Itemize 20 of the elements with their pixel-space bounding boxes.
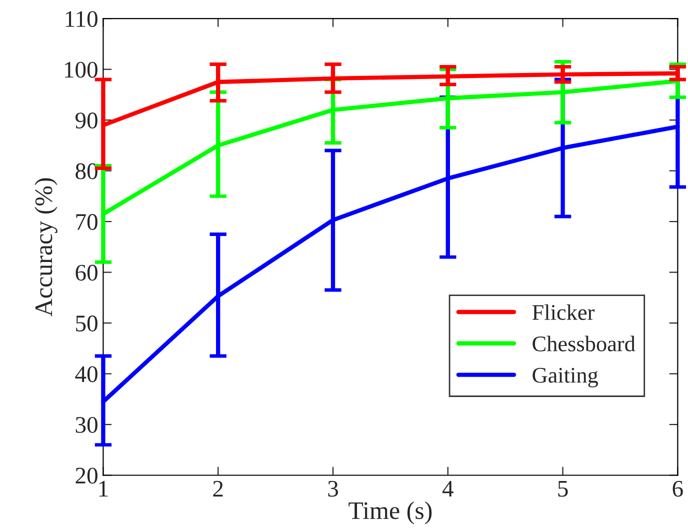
x-tick-label: 6 [672,480,683,497]
legend-label: Gaiting [532,368,598,388]
y-axis-title: Accuracy (%) [34,178,58,316]
x-axis-title: Time (s) [348,502,432,524]
y-tick-label: 40 [75,366,98,382]
y-tick-label: 110 [66,11,98,28]
y-tick-label: 50 [76,316,98,332]
y-tick-label: 100 [65,62,98,78]
y-tick-label: 30 [76,416,98,433]
legend-label: Flicker [532,304,595,320]
y-tick-label: 20 [76,468,98,484]
y-tick-label: 70 [76,214,98,230]
y-tick-label: 90 [75,112,98,128]
x-tick-label: 5 [558,481,568,497]
x-tick-label: 1 [99,480,108,496]
x-tick-label: 2 [213,480,223,496]
legend-label: Chessboard [532,336,636,352]
x-tick-label: 4 [442,480,454,496]
y-tick-label: 60 [76,264,98,281]
x-tick-label: 3 [328,480,338,497]
